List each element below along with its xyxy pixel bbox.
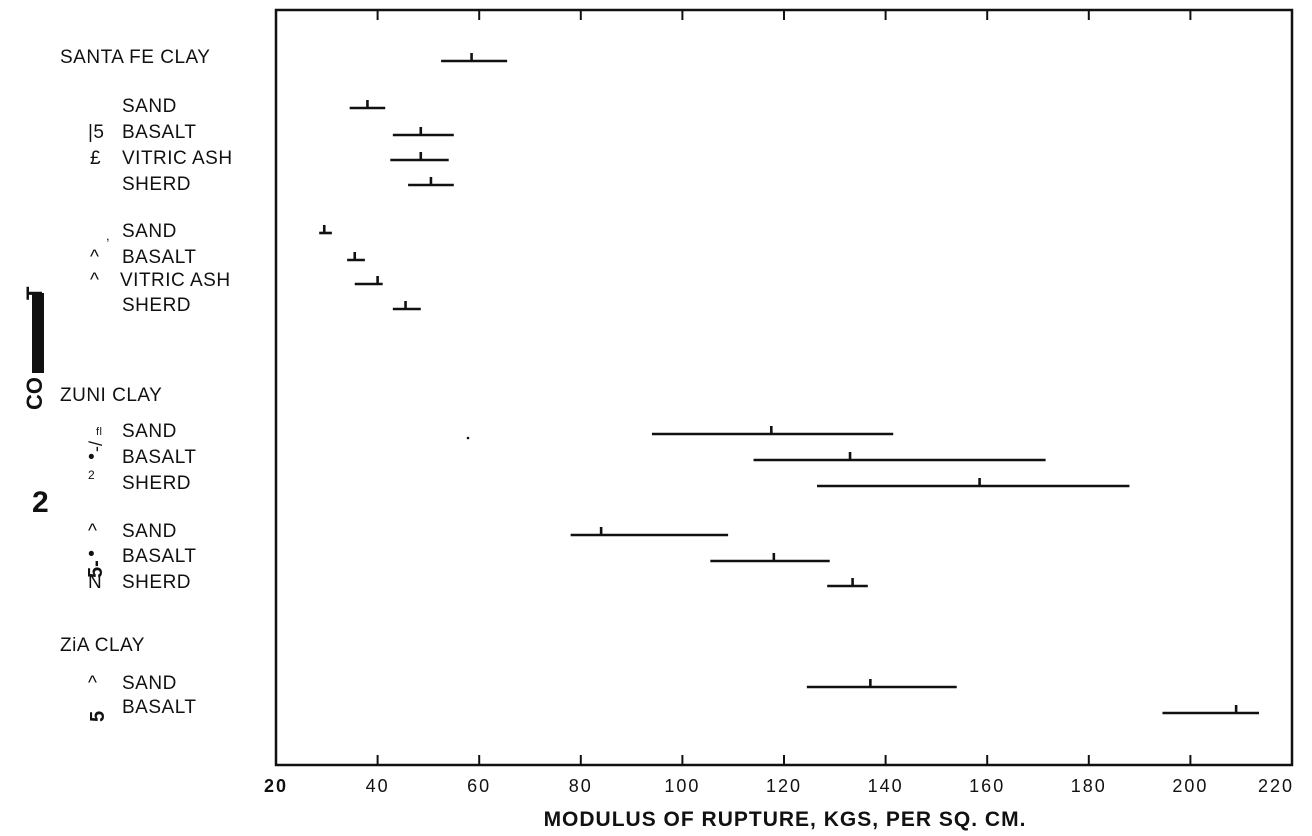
label-sand: SAND xyxy=(122,421,177,442)
prefix-glyph: • xyxy=(88,544,95,565)
label-sand: SAND xyxy=(122,96,177,117)
x-tick-label: 160 xyxy=(969,776,1005,796)
range-bar xyxy=(817,478,1130,488)
prefix-glyph: ^ xyxy=(88,521,97,542)
label-basalt: BASALT xyxy=(122,247,196,268)
prefix-glyph: N xyxy=(88,572,102,593)
range-bar xyxy=(651,426,894,436)
range-bar xyxy=(347,252,365,262)
label-basalt: BASALT xyxy=(122,546,196,567)
range-bar xyxy=(753,452,1046,462)
margin-digit: 2 xyxy=(32,486,49,519)
label-sherd: SHERD xyxy=(122,295,191,316)
label-sherd: SHERD xyxy=(122,174,191,195)
x-axis-title: MODULUS OF RUPTURE, KGS, PER SQ. CM. xyxy=(544,808,1027,831)
range-bar xyxy=(390,152,449,162)
label-vitric-ash: VITRIC ASH xyxy=(120,270,231,291)
label-basalt: BASALT xyxy=(122,122,196,143)
prefix-glyph: fl xyxy=(96,426,103,438)
prefix-glyph: ^ xyxy=(90,270,99,291)
margin-dot xyxy=(466,436,470,440)
prefix-glyph: 2 xyxy=(88,468,95,482)
range-bar xyxy=(349,100,386,110)
label-basalt: BASALT xyxy=(122,697,196,718)
margin-glyph: 5 xyxy=(87,711,109,722)
range-bar xyxy=(392,301,421,311)
range-bar xyxy=(441,53,508,63)
label-basalt: BASALT xyxy=(122,447,196,468)
label-sand: SAND xyxy=(122,673,177,694)
prefix-glyph: |5 xyxy=(88,122,105,143)
range-bar xyxy=(1162,705,1259,715)
x-axis-tick-labels: 20 40 60 80 100 120 140 160 180 200 220 xyxy=(264,776,1294,796)
range-bars xyxy=(319,53,1259,715)
label-sherd: SHERD xyxy=(122,572,191,593)
margin-vertical-text: CO xyxy=(22,377,47,410)
x-tick-label: 20 xyxy=(264,776,288,796)
x-axis-ticks xyxy=(376,10,1192,765)
prefix-glyph: ^ xyxy=(88,673,97,694)
group-label-zuni: ZUNI CLAY xyxy=(60,385,162,406)
x-tick-label: 100 xyxy=(664,776,700,796)
range-bar xyxy=(392,127,454,137)
prefix-glyph: • xyxy=(88,447,95,468)
prefix-glyph: , xyxy=(106,228,110,243)
label-sherd: SHERD xyxy=(122,473,191,494)
range-bar xyxy=(827,578,868,588)
label-sand: SAND xyxy=(122,521,177,542)
x-tick-label: 40 xyxy=(366,776,390,796)
margin-glyph: 5- xyxy=(85,560,107,578)
range-bar xyxy=(408,177,454,187)
x-tick-label: 200 xyxy=(1172,776,1208,796)
range-bar xyxy=(319,225,332,235)
prefix-glyph: £ xyxy=(90,148,101,169)
x-tick-label: 60 xyxy=(467,776,491,796)
x-tick-label: 140 xyxy=(868,776,904,796)
plot-frame xyxy=(274,8,1294,767)
x-tick-label: 180 xyxy=(1071,776,1107,796)
range-bar xyxy=(354,276,383,286)
x-tick-label: 120 xyxy=(766,776,802,796)
label-vitric-ash: VITRIC ASH xyxy=(122,148,233,169)
group-label-zia: ZiA CLAY xyxy=(60,635,145,656)
prefix-glyph: ^ xyxy=(90,247,99,268)
x-tick-label: 80 xyxy=(569,776,593,796)
label-sand: SAND xyxy=(122,221,177,242)
range-bar xyxy=(806,679,957,689)
margin-black-bar xyxy=(32,293,44,373)
category-labels: SANTA FE CLAY SAND |5 BASALT £ VITRIC AS… xyxy=(60,47,233,718)
margin-marks: CO T 2 -/ 5- 5 xyxy=(22,286,470,722)
range-bar xyxy=(570,527,729,537)
range-bar xyxy=(710,553,830,563)
margin-glyph: -/ xyxy=(86,441,106,452)
x-tick-label: 220 xyxy=(1258,776,1294,796)
margin-vertical-text: T xyxy=(22,286,47,300)
group-label-santa-fe: SANTA FE CLAY xyxy=(60,47,210,68)
